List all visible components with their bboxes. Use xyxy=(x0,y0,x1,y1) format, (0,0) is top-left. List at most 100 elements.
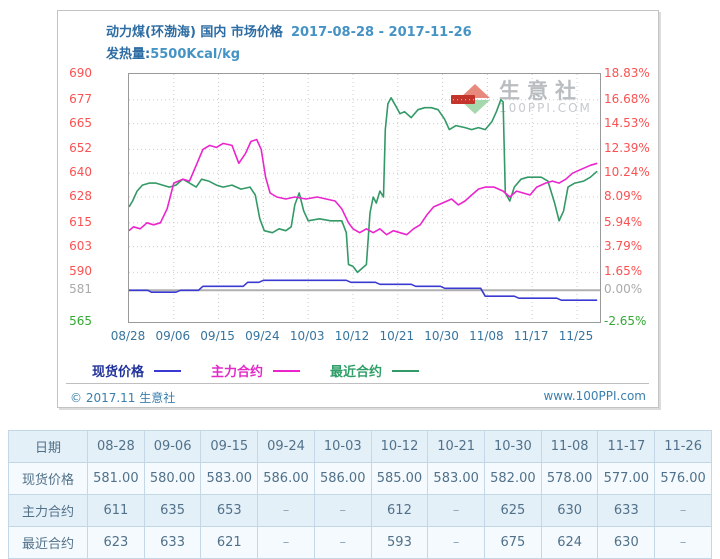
table-cell: 578.00 xyxy=(540,462,599,495)
footer: © 2017.11 生意社 www.100PPI.com xyxy=(70,389,646,406)
chart-title-daterange: 2017-08-28 - 2017-11-26 xyxy=(290,25,472,40)
table-row-label: 主力合约 xyxy=(8,494,88,527)
y-left-tick-label: 590 xyxy=(69,264,92,279)
brand-tag-icon xyxy=(451,95,475,104)
table-cell: 586.00 xyxy=(313,462,372,495)
y-left-tick-label: 581 xyxy=(69,282,92,297)
table-cell: 09-06 xyxy=(143,430,202,463)
brand-diamond-icon xyxy=(451,84,493,116)
table-cell: 583.00 xyxy=(200,462,259,495)
legend-item-main-contract: 主力合约 xyxy=(211,361,301,380)
table-row-label: 最近合约 xyxy=(8,526,88,559)
y-left-tick-label: 677 xyxy=(69,91,92,106)
x-tick-label: 08/28 xyxy=(110,329,146,343)
x-tick-label: 10/12 xyxy=(334,329,370,343)
chart-subtitle-label: 发热量: xyxy=(106,47,151,62)
table-cell: 621 xyxy=(200,526,259,559)
table-cell: – xyxy=(654,526,712,559)
y-right-tick-label: 3.79% xyxy=(604,238,643,253)
y-left-tick-label: 628 xyxy=(69,189,92,203)
table-cell: 580.00 xyxy=(143,462,202,495)
y-right-tick-label: 18.83% xyxy=(604,66,650,80)
y-left-tick-label: 615 xyxy=(69,214,92,229)
table-cell: – xyxy=(427,526,486,559)
y-left-tick-label: 665 xyxy=(69,115,92,130)
y-left-tick-label: 690 xyxy=(69,66,92,80)
x-tick-label: 11/17 xyxy=(513,329,549,343)
legend-line-spot-icon xyxy=(154,369,182,372)
chart-subtitle-value: 5500Kcal/kg xyxy=(150,47,241,62)
y-left-tick-label: 565 xyxy=(69,314,92,328)
x-tick-label: 10/30 xyxy=(424,329,459,343)
table-cell: 11-17 xyxy=(597,430,656,463)
table-cell: – xyxy=(654,494,712,527)
table-row-label: 日期 xyxy=(8,430,88,463)
table-cell: 11-26 xyxy=(654,430,712,463)
table-cell: 08-28 xyxy=(87,430,145,463)
table-header-row: 日期 08-28 09-06 09-15 09-24 10-03 10-12 10-21 10-… xyxy=(8,430,712,463)
table-cell: 10-03 xyxy=(313,430,372,463)
table-cell: 593 xyxy=(370,526,429,559)
y-left-tick-label: 652 xyxy=(69,141,92,156)
table-cell: 585.00 xyxy=(370,462,429,495)
chart-subtitle: 发热量:5500Kcal/kg xyxy=(106,43,240,62)
x-tick-label: 09/06 xyxy=(155,329,191,343)
x-tick-label: 10/21 xyxy=(379,329,415,343)
x-tick-label: 09/15 xyxy=(200,329,235,343)
legend-label-main-contract: 主力合约 xyxy=(211,365,264,380)
series-line-spot xyxy=(129,279,598,301)
table-cell: 633 xyxy=(143,526,202,559)
table-cell: 581.00 xyxy=(87,462,145,495)
table-cell: 612 xyxy=(370,494,429,527)
table-cell: – xyxy=(313,494,372,527)
table-cell: 583.00 xyxy=(427,462,486,495)
table-cell: 10-12 xyxy=(370,430,429,463)
table-cell: 586.00 xyxy=(257,462,315,495)
series-line-main xyxy=(129,138,598,236)
x-tick-label: 10/03 xyxy=(289,329,325,343)
table-row: 现货价格 581.00 580.00 583.00 586.00 586.00 585.00… xyxy=(8,462,712,495)
y-right-tick-label: 14.53% xyxy=(604,115,650,130)
chart-title: 动力煤(环渤海) 国内 市场价格 2017-08-28 - 2017-11-26 xyxy=(106,21,472,40)
table-cell: 582.00 xyxy=(484,462,542,495)
chart-panel: 动力煤(环渤海) 国内 市场价格 2017-08-28 - 2017-11-26 … xyxy=(57,10,659,408)
watermark: 生意社 100PPI.COM xyxy=(451,79,592,116)
table-cell: 630 xyxy=(540,494,599,527)
legend-line-main-contract-icon xyxy=(273,369,301,372)
table-cell: 625 xyxy=(484,494,542,527)
x-tick-label: 11/08 xyxy=(469,329,504,343)
watermark-brand-name: 生意社 xyxy=(499,79,583,103)
site-link[interactable]: www.100PPI.com xyxy=(543,389,646,403)
y-left-tick-label: 603 xyxy=(69,238,92,253)
legend: 现货价格 主力合约 最近合约 xyxy=(92,361,449,380)
table-cell: – xyxy=(257,494,315,527)
table-cell: 623 xyxy=(87,526,145,559)
y-left-tick-label: 640 xyxy=(69,165,92,180)
y-right-tick-label: 12.39% xyxy=(604,141,650,156)
table-cell: – xyxy=(427,494,486,527)
y-right-tick-label: -2.65% xyxy=(604,314,647,328)
legend-line-near-contract-icon xyxy=(392,369,420,372)
y-right-tick-label: 0.00% xyxy=(604,282,643,297)
table-cell: – xyxy=(313,526,372,559)
series-line-near xyxy=(129,96,598,274)
table-cell: 577.00 xyxy=(597,462,656,495)
table-cell: 675 xyxy=(484,526,542,559)
table-cell: 10-30 xyxy=(484,430,542,463)
table-cell: 624 xyxy=(540,526,599,559)
table-cell: 630 xyxy=(597,526,656,559)
copyright-text: © 2017.11 生意社 xyxy=(70,391,176,405)
plot-area: 生意社 100PPI.COM xyxy=(128,73,601,323)
table-cell: 09-24 xyxy=(257,430,315,463)
table-row-label: 现货价格 xyxy=(8,462,88,495)
footer-divider xyxy=(66,383,649,384)
table-cell: 635 xyxy=(143,494,202,527)
legend-label-spot: 现货价格 xyxy=(92,365,145,380)
table-cell: 09-15 xyxy=(200,430,259,463)
y-right-tick-label: 5.94% xyxy=(604,214,643,229)
table-cell: – xyxy=(257,526,315,559)
table-cell: 633 xyxy=(597,494,656,527)
table-cell: 611 xyxy=(87,494,145,527)
table-cell: 653 xyxy=(200,494,259,527)
